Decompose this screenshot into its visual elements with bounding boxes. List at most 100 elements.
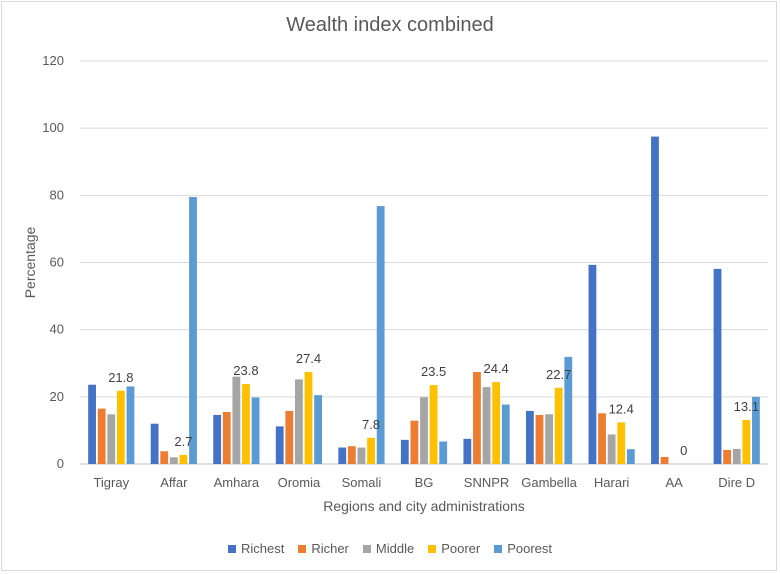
x-tick-label: Harari: [594, 475, 630, 490]
bar-poorer-oromia: [304, 371, 313, 464]
bar-richest-dire-d: [713, 268, 722, 464]
data-label: 23.8: [233, 363, 258, 378]
legend-swatch: [298, 544, 307, 553]
bar-poorest-somali: [376, 206, 385, 464]
legend-label: Poorer: [441, 541, 481, 556]
bar-richest-snnpr: [463, 438, 472, 464]
bar-middle-harari: [607, 434, 616, 464]
bar-poorer-affar: [179, 454, 188, 464]
legend-label: Poorest: [507, 541, 553, 556]
bar-poorer-somali: [367, 437, 375, 464]
bar-richer-gambella: [535, 414, 544, 464]
bar-richer-oromia: [285, 410, 294, 464]
bar-middle-snnpr: [482, 387, 491, 464]
bar-poorer-tigray: [116, 390, 125, 464]
x-tick-label: Amhara: [214, 475, 260, 490]
bar-middle-affar: [169, 457, 178, 464]
bar-richer-amhara: [222, 411, 231, 464]
data-label: 22.7: [546, 367, 571, 382]
bar-poorest-snnpr: [501, 404, 510, 464]
legend: Richest Richer Middle Poorer Poorest: [0, 541, 780, 556]
legend-label: Richest: [240, 541, 285, 556]
y-tick-label: 0: [57, 456, 64, 471]
data-label: 27.4: [296, 351, 321, 366]
data-label: 23.5: [421, 364, 446, 379]
bar-poorer-dire-d: [742, 420, 751, 464]
x-tick-label: Tigray: [93, 475, 129, 490]
bar-middle-dire-d: [732, 448, 741, 464]
bar-poorest-dire-d: [752, 396, 760, 464]
y-axis-title: Percentage: [22, 226, 38, 298]
bar-poorer-bg: [429, 385, 438, 464]
bar-richest-somali: [338, 447, 347, 464]
bar-middle-amhara: [232, 376, 241, 464]
y-tick-label: 120: [42, 53, 64, 68]
bar-richer-somali: [347, 446, 356, 464]
bar-poorest-harari: [626, 449, 635, 464]
bar-poorest-tigray: [126, 386, 135, 464]
bar-richest-gambella: [525, 410, 534, 464]
x-tick-label: Dire D: [718, 475, 755, 490]
x-tick-label: Affar: [160, 475, 188, 490]
legend-item-poorest: Poorest: [494, 541, 552, 556]
bar-richest-harari: [588, 264, 597, 464]
bars: [88, 136, 760, 464]
bar-richer-bg: [410, 420, 419, 464]
legend-item-richest: Richest: [227, 541, 285, 556]
data-label: 2.7: [174, 434, 192, 449]
x-tick-label: BG: [415, 475, 434, 490]
legend-label: Middle: [375, 541, 415, 556]
data-label: 7.8: [362, 417, 380, 432]
bar-richer-dire-d: [723, 449, 732, 464]
legend-swatch: [494, 544, 503, 553]
bar-richest-affar: [150, 423, 159, 464]
y-tick-label: 40: [50, 322, 64, 337]
bar-poorest-amhara: [251, 397, 260, 464]
legend-item-middle: Middle: [362, 541, 415, 556]
y-tick-label: 20: [50, 389, 64, 404]
data-label: 24.4: [483, 361, 508, 376]
bar-middle-tigray: [107, 414, 116, 464]
legend-swatch: [362, 544, 371, 553]
legend-swatch: [428, 544, 437, 553]
y-tick-label: 100: [42, 120, 64, 135]
data-labels: 21.8 2.7 23.8 27.4 7.8 23.5 24.4 22.7 12.4 0 13.1: [108, 351, 759, 458]
x-axis-title: Regions and city administrations: [323, 498, 525, 514]
bar-middle-somali: [357, 447, 366, 464]
x-tick-label: SNNPR: [464, 475, 510, 490]
bar-richest-oromia: [275, 426, 284, 464]
bar-richer-affar: [160, 451, 169, 464]
legend-swatch: [227, 544, 236, 553]
legend-item-richer: Richer: [298, 541, 349, 556]
bar-richest-tigray: [88, 384, 96, 464]
chart-title: Wealth index combined: [286, 14, 494, 36]
bar-richer-aa: [660, 456, 669, 464]
bar-richest-bg: [400, 439, 409, 464]
y-axis-ticks: 0 20 40 60 80 100 120: [42, 53, 64, 471]
bar-richest-aa: [651, 136, 659, 464]
x-axis-ticks: Tigray Affar Amhara Oromia Somali BG SNNPR Gamb…: [93, 475, 755, 490]
y-tick-label: 80: [50, 187, 64, 202]
data-label: 0: [680, 443, 687, 458]
bar-richer-harari: [598, 413, 606, 464]
bar-poorer-snnpr: [492, 382, 501, 464]
bar-richer-tigray: [97, 408, 106, 464]
x-tick-label: Gambella: [521, 475, 577, 490]
legend-item-poorer: Poorer: [428, 541, 480, 556]
bar-poorest-gambella: [564, 356, 573, 464]
bar-middle-gambella: [545, 414, 553, 464]
data-label: 12.4: [609, 401, 634, 416]
y-tick-label: 60: [50, 255, 64, 270]
bar-middle-bg: [420, 397, 428, 464]
bar-richer-snnpr: [473, 371, 481, 464]
bar-poorer-harari: [617, 422, 626, 464]
data-label: 21.8: [108, 370, 133, 385]
bar-poorest-bg: [439, 441, 448, 464]
bar-poorest-oromia: [314, 395, 323, 464]
bar-richest-amhara: [213, 414, 222, 464]
legend-label: Richer: [311, 541, 349, 556]
x-tick-label: Oromia: [278, 475, 321, 490]
x-tick-label: Somali: [342, 475, 382, 490]
